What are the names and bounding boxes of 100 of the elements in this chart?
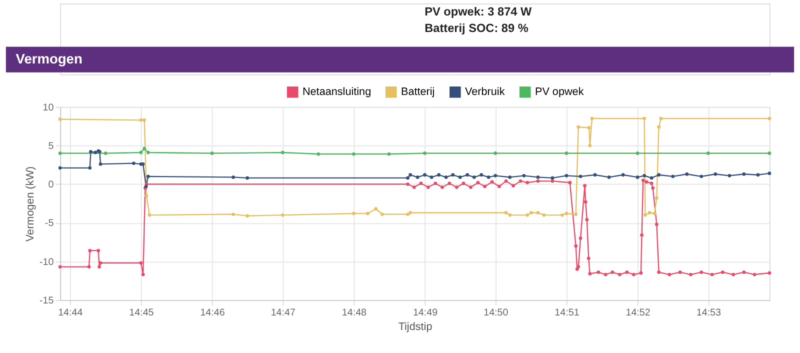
legend-label: Netaansluiting [302, 86, 372, 98]
point [280, 150, 284, 154]
point [657, 173, 661, 177]
point [352, 152, 356, 156]
text: Batterij SOC: 89 % [424, 21, 529, 36]
point [423, 152, 426, 155]
point [387, 152, 391, 156]
text: PV opwek: 3 874 W [424, 4, 532, 18]
point [139, 150, 143, 154]
point [508, 175, 512, 179]
point [232, 212, 235, 216]
point [607, 175, 611, 179]
x-tick-label: 14:50 [484, 307, 509, 318]
point [671, 174, 675, 178]
y-tick-label: 5 [48, 140, 54, 152]
point [89, 150, 92, 154]
point [246, 214, 250, 218]
point [430, 175, 434, 179]
point [94, 150, 98, 154]
x-tick-label: 14:45 [129, 307, 154, 318]
point [406, 176, 410, 180]
point [714, 172, 718, 176]
point [458, 175, 462, 179]
x-tick-label: 14:52 [626, 307, 650, 318]
chart-title: Vermogen [16, 52, 82, 67]
point [706, 152, 710, 155]
point [380, 212, 384, 216]
point [142, 118, 146, 122]
point [210, 152, 214, 155]
point [768, 116, 772, 120]
point [146, 174, 150, 178]
point [652, 212, 656, 216]
point [564, 152, 568, 155]
point [621, 173, 625, 177]
point [366, 212, 370, 216]
point [142, 146, 146, 150]
point [657, 125, 661, 129]
point [576, 125, 580, 129]
point [550, 176, 554, 180]
x-tick-label: 14:49 [412, 307, 438, 318]
x-tick-label: 14:44 [58, 307, 84, 318]
point [246, 176, 250, 180]
x-tick-label: 14:46 [200, 307, 226, 318]
point [486, 175, 490, 179]
point [280, 213, 284, 217]
point [588, 144, 592, 148]
x-axis-title: Tijdstip [398, 321, 432, 334]
point [451, 173, 455, 177]
point [522, 174, 526, 178]
point [352, 212, 356, 216]
point [574, 212, 578, 216]
point [536, 175, 540, 179]
x-tick-label: 14:48 [342, 307, 368, 318]
point [423, 173, 426, 177]
point [642, 174, 646, 178]
point [98, 162, 102, 166]
point [587, 126, 591, 130]
legend-label: Batterij [400, 86, 435, 98]
point [768, 172, 772, 176]
point [529, 211, 533, 214]
point [685, 172, 689, 176]
point [316, 152, 320, 156]
point [406, 212, 410, 216]
x-tick-label: 14:47 [270, 307, 296, 318]
point [659, 116, 663, 120]
point [144, 194, 148, 198]
point [564, 212, 568, 216]
point [636, 175, 640, 179]
point [58, 118, 62, 121]
point [408, 173, 412, 177]
point [654, 196, 658, 200]
point [648, 211, 652, 214]
point [148, 213, 152, 217]
point [560, 213, 564, 217]
point [146, 150, 150, 154]
point [232, 175, 235, 179]
point [416, 175, 420, 179]
point [526, 213, 530, 217]
point [564, 174, 568, 178]
point [636, 152, 640, 155]
point [104, 152, 108, 155]
point [472, 175, 476, 179]
point [536, 211, 540, 214]
point [139, 118, 143, 122]
x-tick-label: 14:53 [696, 307, 722, 318]
point [132, 162, 136, 165]
point [444, 175, 448, 179]
point [58, 166, 62, 170]
legend-label: Verbruik [465, 86, 506, 98]
point [756, 173, 760, 177]
point [650, 176, 654, 180]
point [374, 207, 378, 211]
point [700, 174, 704, 178]
point [768, 152, 772, 155]
point [466, 173, 470, 177]
point [58, 152, 62, 155]
point [742, 172, 746, 176]
point [593, 173, 597, 177]
y-axis-title: Vermogen (kW) [24, 166, 37, 242]
point [542, 213, 546, 217]
